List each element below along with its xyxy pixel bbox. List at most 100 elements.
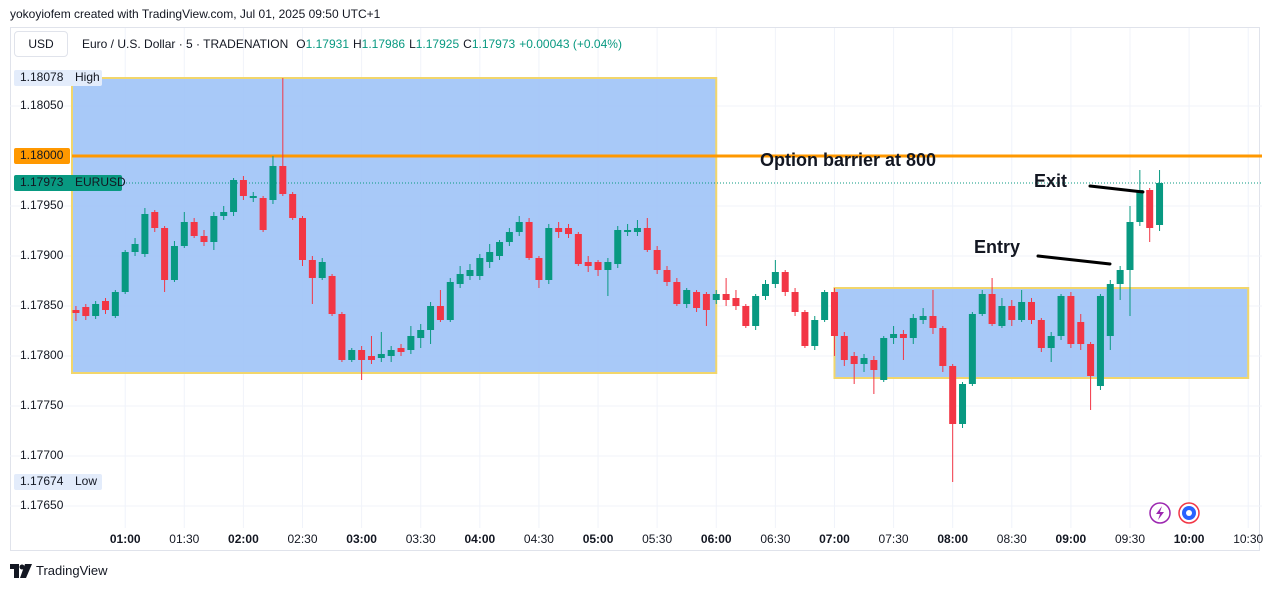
candle-body xyxy=(663,270,671,282)
candle-layer xyxy=(72,78,1164,482)
candle-body xyxy=(358,350,366,360)
candle-body xyxy=(1096,296,1104,386)
candle-body xyxy=(998,306,1006,326)
candle-body xyxy=(230,180,238,212)
x-tick-label: 04:00 xyxy=(464,532,495,546)
candle-body xyxy=(594,262,602,270)
candle-body xyxy=(427,306,435,330)
candle-body xyxy=(535,258,543,280)
candle-body xyxy=(968,314,976,384)
candle-body xyxy=(525,222,533,258)
candle-body xyxy=(880,338,888,380)
candle-body xyxy=(988,294,996,324)
price-change: +0.00043 (+0.04%) xyxy=(519,37,622,51)
price-zone xyxy=(71,77,718,374)
candle-body xyxy=(564,228,572,234)
candle-body xyxy=(72,310,80,313)
x-tick-label: 07:00 xyxy=(819,532,850,546)
candle-body xyxy=(584,262,592,266)
candle-body xyxy=(486,252,494,262)
candle-body xyxy=(1116,270,1124,284)
candle-body xyxy=(308,260,316,278)
candle-body xyxy=(653,250,661,270)
candle-body xyxy=(1008,306,1016,320)
candle-body xyxy=(92,304,100,316)
candle-body xyxy=(269,166,277,200)
ohlc-key: O xyxy=(296,37,306,51)
candle-body xyxy=(367,356,375,360)
last-price-label: 1.17973 xyxy=(20,175,64,189)
candle-body xyxy=(899,334,907,338)
x-tick-label: 02:00 xyxy=(228,532,259,546)
candle-body xyxy=(1018,302,1026,320)
candle-body xyxy=(752,296,760,326)
symbol-title: Euro / U.S. Dollar · 5 · TRADENATION xyxy=(82,37,289,51)
candle-body xyxy=(919,316,927,320)
currency-button[interactable]: USD xyxy=(14,31,68,57)
candle-body xyxy=(860,358,868,364)
candle-body xyxy=(781,272,789,292)
candle-body xyxy=(476,258,484,276)
barrier-badge-label: 1.18000 xyxy=(20,148,64,162)
price-badge-value: 1.17674 xyxy=(20,474,64,488)
lightning-icon[interactable] xyxy=(1149,502,1171,524)
candle-body xyxy=(505,232,513,242)
candle-body xyxy=(624,230,632,232)
candle-body xyxy=(417,330,425,338)
last-price-badge xyxy=(14,175,122,191)
ohlc-value: 1.17973 xyxy=(471,37,516,51)
candle-body xyxy=(771,272,779,284)
candle-body xyxy=(289,194,297,218)
candle-body xyxy=(407,336,415,350)
candle-body xyxy=(131,244,139,252)
candle-body xyxy=(121,252,129,292)
candle-body xyxy=(1106,284,1114,336)
candle-body xyxy=(190,222,198,236)
candle-body xyxy=(850,356,858,364)
candle-body xyxy=(604,262,612,270)
candle-body xyxy=(1146,190,1154,228)
x-tick-label: 04:30 xyxy=(524,532,554,546)
ohlc-value: 1.17986 xyxy=(361,37,406,51)
x-tick-label: 09:00 xyxy=(1056,532,1087,546)
candle-body xyxy=(574,234,582,264)
x-tick-label: 03:00 xyxy=(346,532,377,546)
settings-icon[interactable] xyxy=(1178,502,1200,524)
x-tick-label: 06:00 xyxy=(701,532,732,546)
candle-body xyxy=(978,294,986,314)
candle-body xyxy=(1047,336,1055,348)
candle-body xyxy=(702,294,710,310)
y-tick-label: 1.17950 xyxy=(20,198,64,212)
candle-body xyxy=(220,212,228,216)
candle-body xyxy=(82,307,90,316)
ohlc-values: O1.17931 H1.17986 L1.17925 C1.17973 xyxy=(292,37,515,51)
candle-body xyxy=(959,384,967,424)
price-badge-value: 1.18078 xyxy=(20,70,64,84)
candle-body xyxy=(929,316,937,328)
brand-logo xyxy=(10,563,32,578)
candle-body xyxy=(1037,320,1045,348)
candle-body xyxy=(456,274,464,284)
y-tick-label: 1.17700 xyxy=(20,448,64,462)
candle-body xyxy=(466,270,474,276)
x-tick-label: 10:30 xyxy=(1233,532,1263,546)
x-tick-label: 08:30 xyxy=(997,532,1027,546)
y-tick-label: 1.17650 xyxy=(20,498,64,512)
price-badge-text: High xyxy=(75,70,100,84)
attribution: yokoyiofem created with TradingView.com,… xyxy=(10,7,381,21)
x-tick-label: 01:00 xyxy=(110,532,141,546)
ohlc-key: L xyxy=(409,37,416,51)
candle-body xyxy=(170,246,178,280)
x-tick-label: 08:00 xyxy=(937,532,968,546)
entry-arrow xyxy=(1036,254,1112,266)
candle-body xyxy=(811,320,819,346)
x-tick-label: 09:30 xyxy=(1115,532,1145,546)
y-tick-label: 1.17900 xyxy=(20,248,64,262)
y-tick-label: 1.17850 xyxy=(20,298,64,312)
candle-body xyxy=(683,290,691,304)
candle-body xyxy=(279,166,287,194)
candle-body xyxy=(742,306,750,326)
candle-body xyxy=(840,336,848,360)
x-tick-label: 03:30 xyxy=(406,532,436,546)
